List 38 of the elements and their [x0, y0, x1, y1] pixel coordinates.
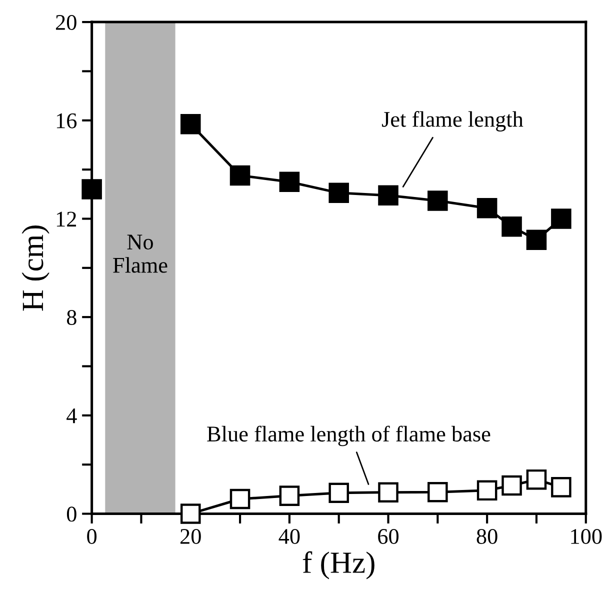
y-axis-title: H (cm) [22, 226, 50, 311]
point [328, 482, 349, 503]
point [551, 477, 572, 498]
y-tick-label: 20 [56, 14, 76, 30]
y-tick-label: 12 [56, 212, 76, 226]
x-tick-label: 20 [180, 528, 201, 544]
point [551, 208, 572, 229]
x-tick-label: 0 [87, 528, 97, 544]
annotation: Blue flame length of flame base [207, 426, 490, 446]
point [526, 469, 547, 490]
point [428, 482, 448, 502]
point [328, 182, 349, 204]
point [279, 486, 300, 506]
point [502, 216, 522, 237]
point [230, 488, 250, 510]
point [180, 504, 201, 524]
x-tick-label: 40 [278, 528, 300, 544]
point [428, 190, 448, 211]
band-label: No Flame [113, 234, 168, 273]
y-tick-label: 0 [66, 506, 76, 522]
point [378, 482, 398, 502]
point [230, 165, 250, 186]
y-tick-label: 16 [56, 113, 77, 128]
point [378, 185, 398, 206]
point [279, 172, 300, 192]
point [502, 475, 522, 496]
x-axis-title: f (Hz) [302, 551, 374, 580]
y-tick-label: 8 [66, 310, 76, 325]
x-tick-label: 100 [571, 528, 602, 544]
point [476, 198, 498, 218]
y-tick-label: 4 [66, 408, 77, 424]
point [526, 230, 547, 250]
annotation: Jet flame length [382, 111, 524, 132]
point [82, 179, 102, 200]
x-tick-label: 60 [378, 528, 399, 544]
point [180, 114, 201, 134]
x-tick-label: 80 [476, 528, 498, 544]
point [476, 480, 498, 501]
